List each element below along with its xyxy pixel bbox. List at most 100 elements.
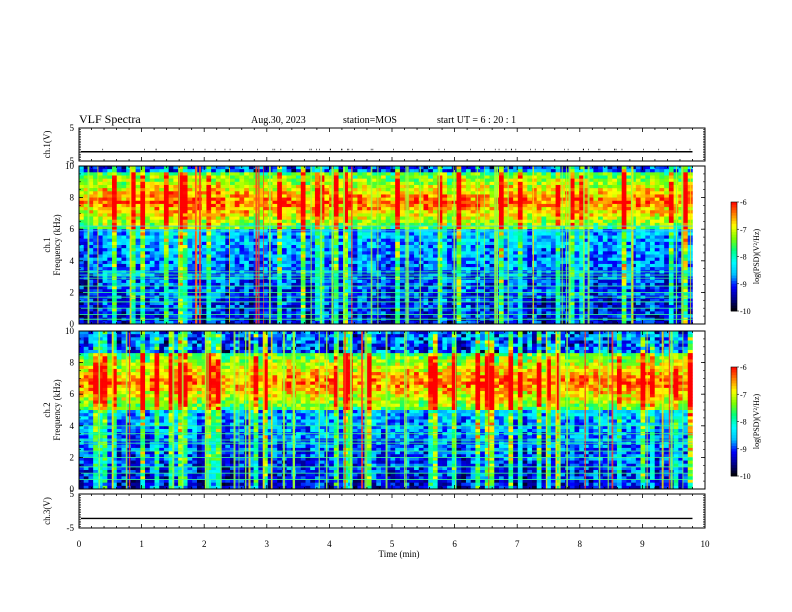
spectrogram-cell (220, 289, 226, 293)
spectrogram-cell (112, 232, 118, 236)
spectrogram-cell (480, 298, 486, 303)
spectrogram-cell (211, 289, 217, 293)
spectrogram-cell (314, 263, 320, 268)
spectrogram-cell (376, 257, 382, 262)
spectrogram-cell (79, 175, 85, 179)
spectrogram-cell (357, 314, 363, 318)
spectrogram-cell (281, 251, 287, 255)
spectrogram-cell (371, 169, 377, 173)
spectrogram-cell (149, 222, 155, 227)
spectrogram-cell (376, 181, 382, 186)
spectrogram-cell (79, 194, 85, 198)
spectrogram-cell (319, 203, 325, 208)
spectrogram-cell (79, 251, 85, 255)
spectrogram-cell (296, 254, 302, 258)
spectrogram-cell (513, 213, 519, 217)
spectrogram-cell (140, 203, 146, 208)
spectrogram-cell (291, 257, 297, 262)
spectrogram-cell (178, 181, 184, 186)
spectrogram-cell (480, 178, 486, 183)
spectrogram-cell (513, 235, 519, 239)
spectrogram-cell (154, 257, 160, 262)
spectrogram-cell (192, 301, 198, 306)
spectrogram-cell (126, 251, 132, 255)
spectrogram-cell (83, 175, 89, 179)
spectrogram-cell (182, 226, 188, 230)
spectrogram-cell (182, 286, 188, 290)
spectrogram-cell (206, 178, 212, 183)
spectrogram-cell (498, 175, 505, 179)
spectrogram-cell (126, 210, 132, 214)
spectrogram-cell (211, 308, 217, 312)
spectrogram-cell (314, 203, 320, 208)
spectrogram-cell (414, 235, 420, 239)
spectrogram-cell (324, 207, 330, 211)
spectrogram-cell (163, 169, 169, 173)
spectrogram-cell (498, 311, 505, 315)
spectrogram-cell (489, 254, 495, 258)
spectrogram-cell (498, 210, 505, 214)
spectrogram-cell (102, 301, 108, 306)
spectrogram-cell (428, 298, 434, 303)
spectrogram-cell (475, 311, 481, 315)
spectrogram-cell (163, 216, 169, 221)
spectrogram-cell (163, 241, 169, 246)
spectrogram-cell (93, 232, 99, 236)
spectrogram-cell (385, 169, 391, 173)
spectrogram-cell (79, 232, 85, 236)
spectrogram-cell (513, 203, 519, 208)
spectrogram-cell (503, 169, 509, 173)
spectrogram-cell (475, 226, 481, 230)
spectrogram-cell (517, 298, 523, 303)
spectrogram-cell (192, 166, 198, 170)
spectrogram-cell (447, 188, 453, 192)
spectrogram-cell (437, 197, 443, 202)
spectrogram-cell (296, 207, 302, 211)
spectrogram-cell (135, 248, 141, 252)
spectrogram-cell (220, 263, 226, 268)
spectrogram-cell (230, 203, 236, 208)
spectrogram-cell (338, 175, 344, 179)
spectrogram-cell (456, 166, 462, 170)
spectrogram-cell (121, 216, 127, 221)
spectrogram-cell (503, 314, 509, 318)
spectrogram-cell (513, 194, 519, 198)
spectrogram-cell (418, 178, 424, 183)
spectrogram-cell (395, 188, 401, 192)
spectrogram-cell (248, 226, 254, 230)
spectrogram-cell (272, 235, 278, 239)
spectrogram-cell (395, 203, 401, 208)
spectrogram-cell (437, 184, 443, 189)
spectrogram-cell (395, 184, 401, 189)
spectrogram-cell (244, 178, 250, 183)
spectrogram-cell (480, 248, 486, 252)
spectrogram-cell (159, 308, 165, 312)
spectrogram-cell (423, 286, 429, 290)
spectrogram-cell (418, 292, 424, 296)
spectrogram-cell (159, 213, 165, 217)
spectrogram-cell (423, 191, 429, 195)
spectrogram-cell (409, 166, 415, 170)
spectrogram-cell (343, 175, 349, 179)
spectrogram-cell (319, 260, 325, 265)
spectrogram-cell (215, 175, 221, 179)
spectrogram-cell (314, 301, 320, 306)
spectrogram-cell (116, 238, 122, 243)
spectrogram-cell (498, 263, 505, 268)
spectrogram-cell (220, 213, 226, 217)
spectrogram-cell (480, 320, 486, 325)
spectrogram-cell (338, 222, 344, 227)
spectrogram-cell (319, 279, 325, 284)
spectrogram-cell (211, 311, 217, 315)
spectrogram-cell (399, 248, 405, 252)
spectrogram-cell (79, 282, 85, 287)
spectrogram-cell (286, 226, 292, 230)
spectrogram-cell (145, 169, 151, 173)
spectrogram-cell (319, 226, 325, 230)
spectrogram-cell (395, 282, 401, 287)
spectrogram-cell (390, 226, 396, 230)
spectrogram-cell (475, 257, 481, 262)
spectrogram-cell (319, 286, 325, 290)
spectrogram-cell (182, 232, 188, 236)
spectrogram-cell (239, 254, 245, 258)
